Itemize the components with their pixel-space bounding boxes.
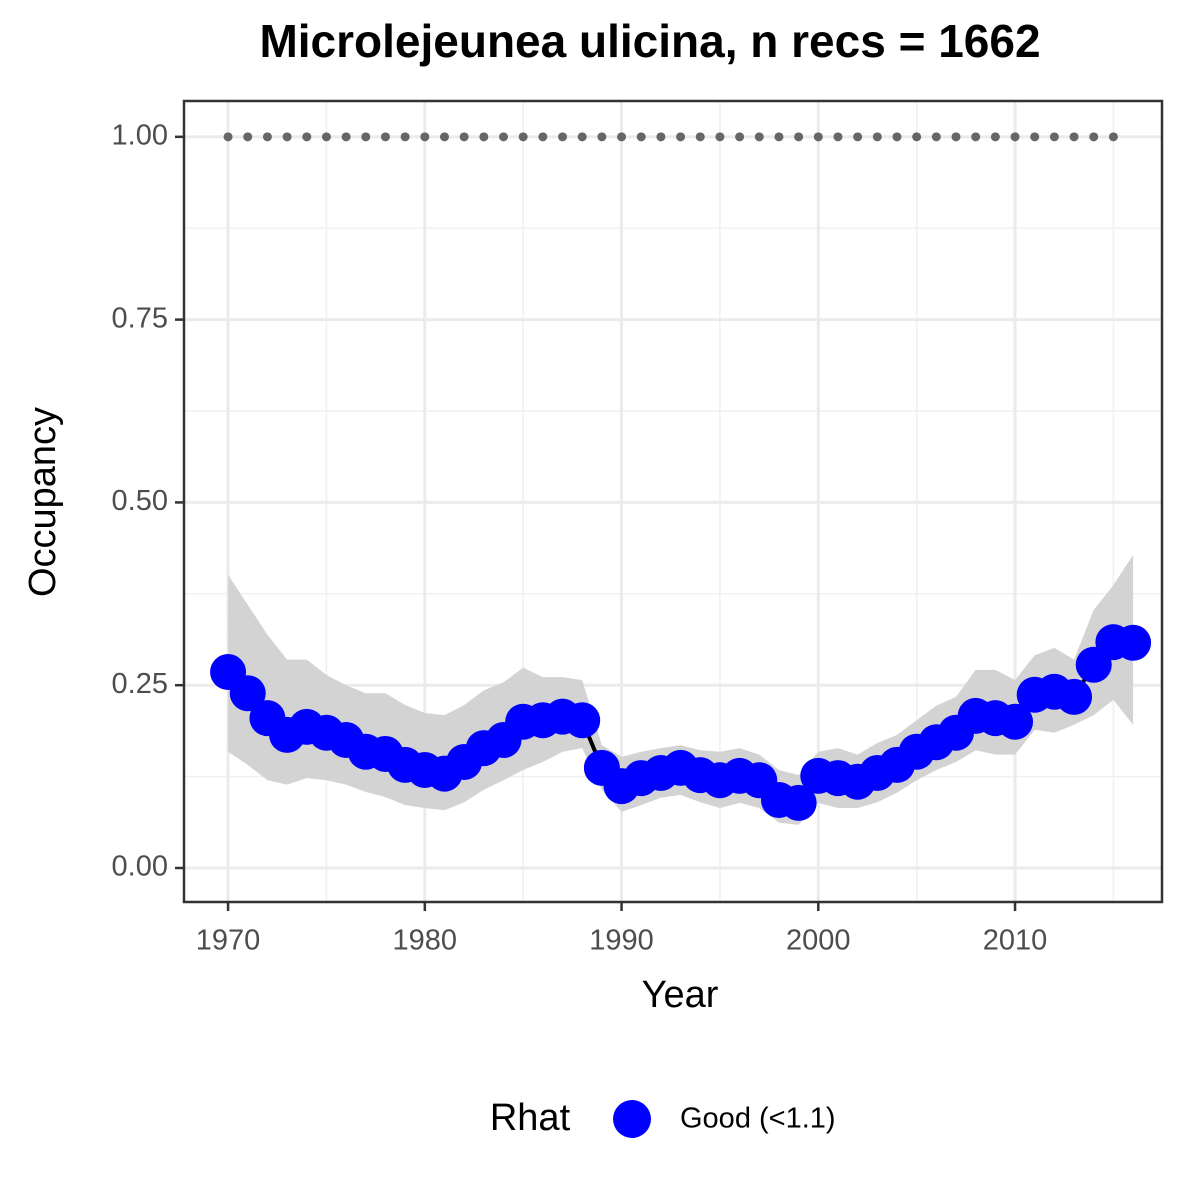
chart-title: Microlejeunea ulicina, n recs = 1662 [259,15,1040,67]
x-tick-label: 1970 [196,925,261,957]
reference-point [833,132,843,142]
reference-point [676,132,686,142]
reference-point [872,132,882,142]
reference-point [243,132,253,142]
reference-point [597,132,607,142]
reference-point [951,132,961,142]
reference-point [892,132,902,142]
reference-point [1108,132,1118,142]
reference-point [695,132,705,142]
x-axis-label: Year [642,974,719,1016]
occupancy-point [780,784,817,821]
x-tick-label: 1990 [589,925,654,957]
reference-point [754,132,764,142]
y-axis-label: Occupancy [22,407,64,597]
reference-point [479,132,489,142]
reference-point [577,132,587,142]
reference-point [400,132,410,142]
reference-point [518,132,528,142]
reference-point [735,132,745,142]
x-tick-label: 1980 [393,925,458,957]
reference-point [813,132,823,142]
reference-point [617,132,627,142]
reference-point [459,132,469,142]
reference-point [223,132,233,142]
reference-point [262,132,272,142]
x-tick-label: 2010 [983,925,1048,957]
reference-point [558,132,568,142]
reference-point [990,132,1000,142]
occupancy-point [1115,624,1152,661]
legend-title: Rhat [490,1097,571,1139]
reference-point [636,132,646,142]
reference-point [1010,132,1020,142]
reference-point [1089,132,1099,142]
reference-point [1069,132,1079,142]
legend-marker [613,1100,651,1138]
y-tick-label: 0.25 [112,668,168,700]
reference-point [1030,132,1040,142]
reference-point [794,132,804,142]
reference-point [499,132,509,142]
reference-point [302,132,312,142]
reference-point [361,132,371,142]
reference-point [380,132,390,142]
occupancy-point [997,703,1034,740]
reference-point [282,132,292,142]
reference-point [853,132,863,142]
y-tick-label: 1.00 [112,119,168,151]
occupancy-point [1056,678,1093,715]
legend-label: Good (<1.1) [680,1103,836,1135]
y-tick-label: 0.00 [112,851,168,883]
occupancy-point [229,675,266,712]
reference-point [931,132,941,142]
reference-point [321,132,331,142]
y-tick-label: 0.75 [112,302,168,334]
reference-point [420,132,430,142]
reference-point [912,132,922,142]
reference-point [538,132,548,142]
y-tick-label: 0.50 [112,485,168,517]
reference-point [656,132,666,142]
reference-point [715,132,725,142]
reference-point [341,132,351,142]
occupancy-point [564,702,601,739]
reference-point [439,132,449,142]
x-tick-label: 2000 [786,925,851,957]
reference-point [1049,132,1059,142]
reference-point [971,132,981,142]
reference-point [774,132,784,142]
